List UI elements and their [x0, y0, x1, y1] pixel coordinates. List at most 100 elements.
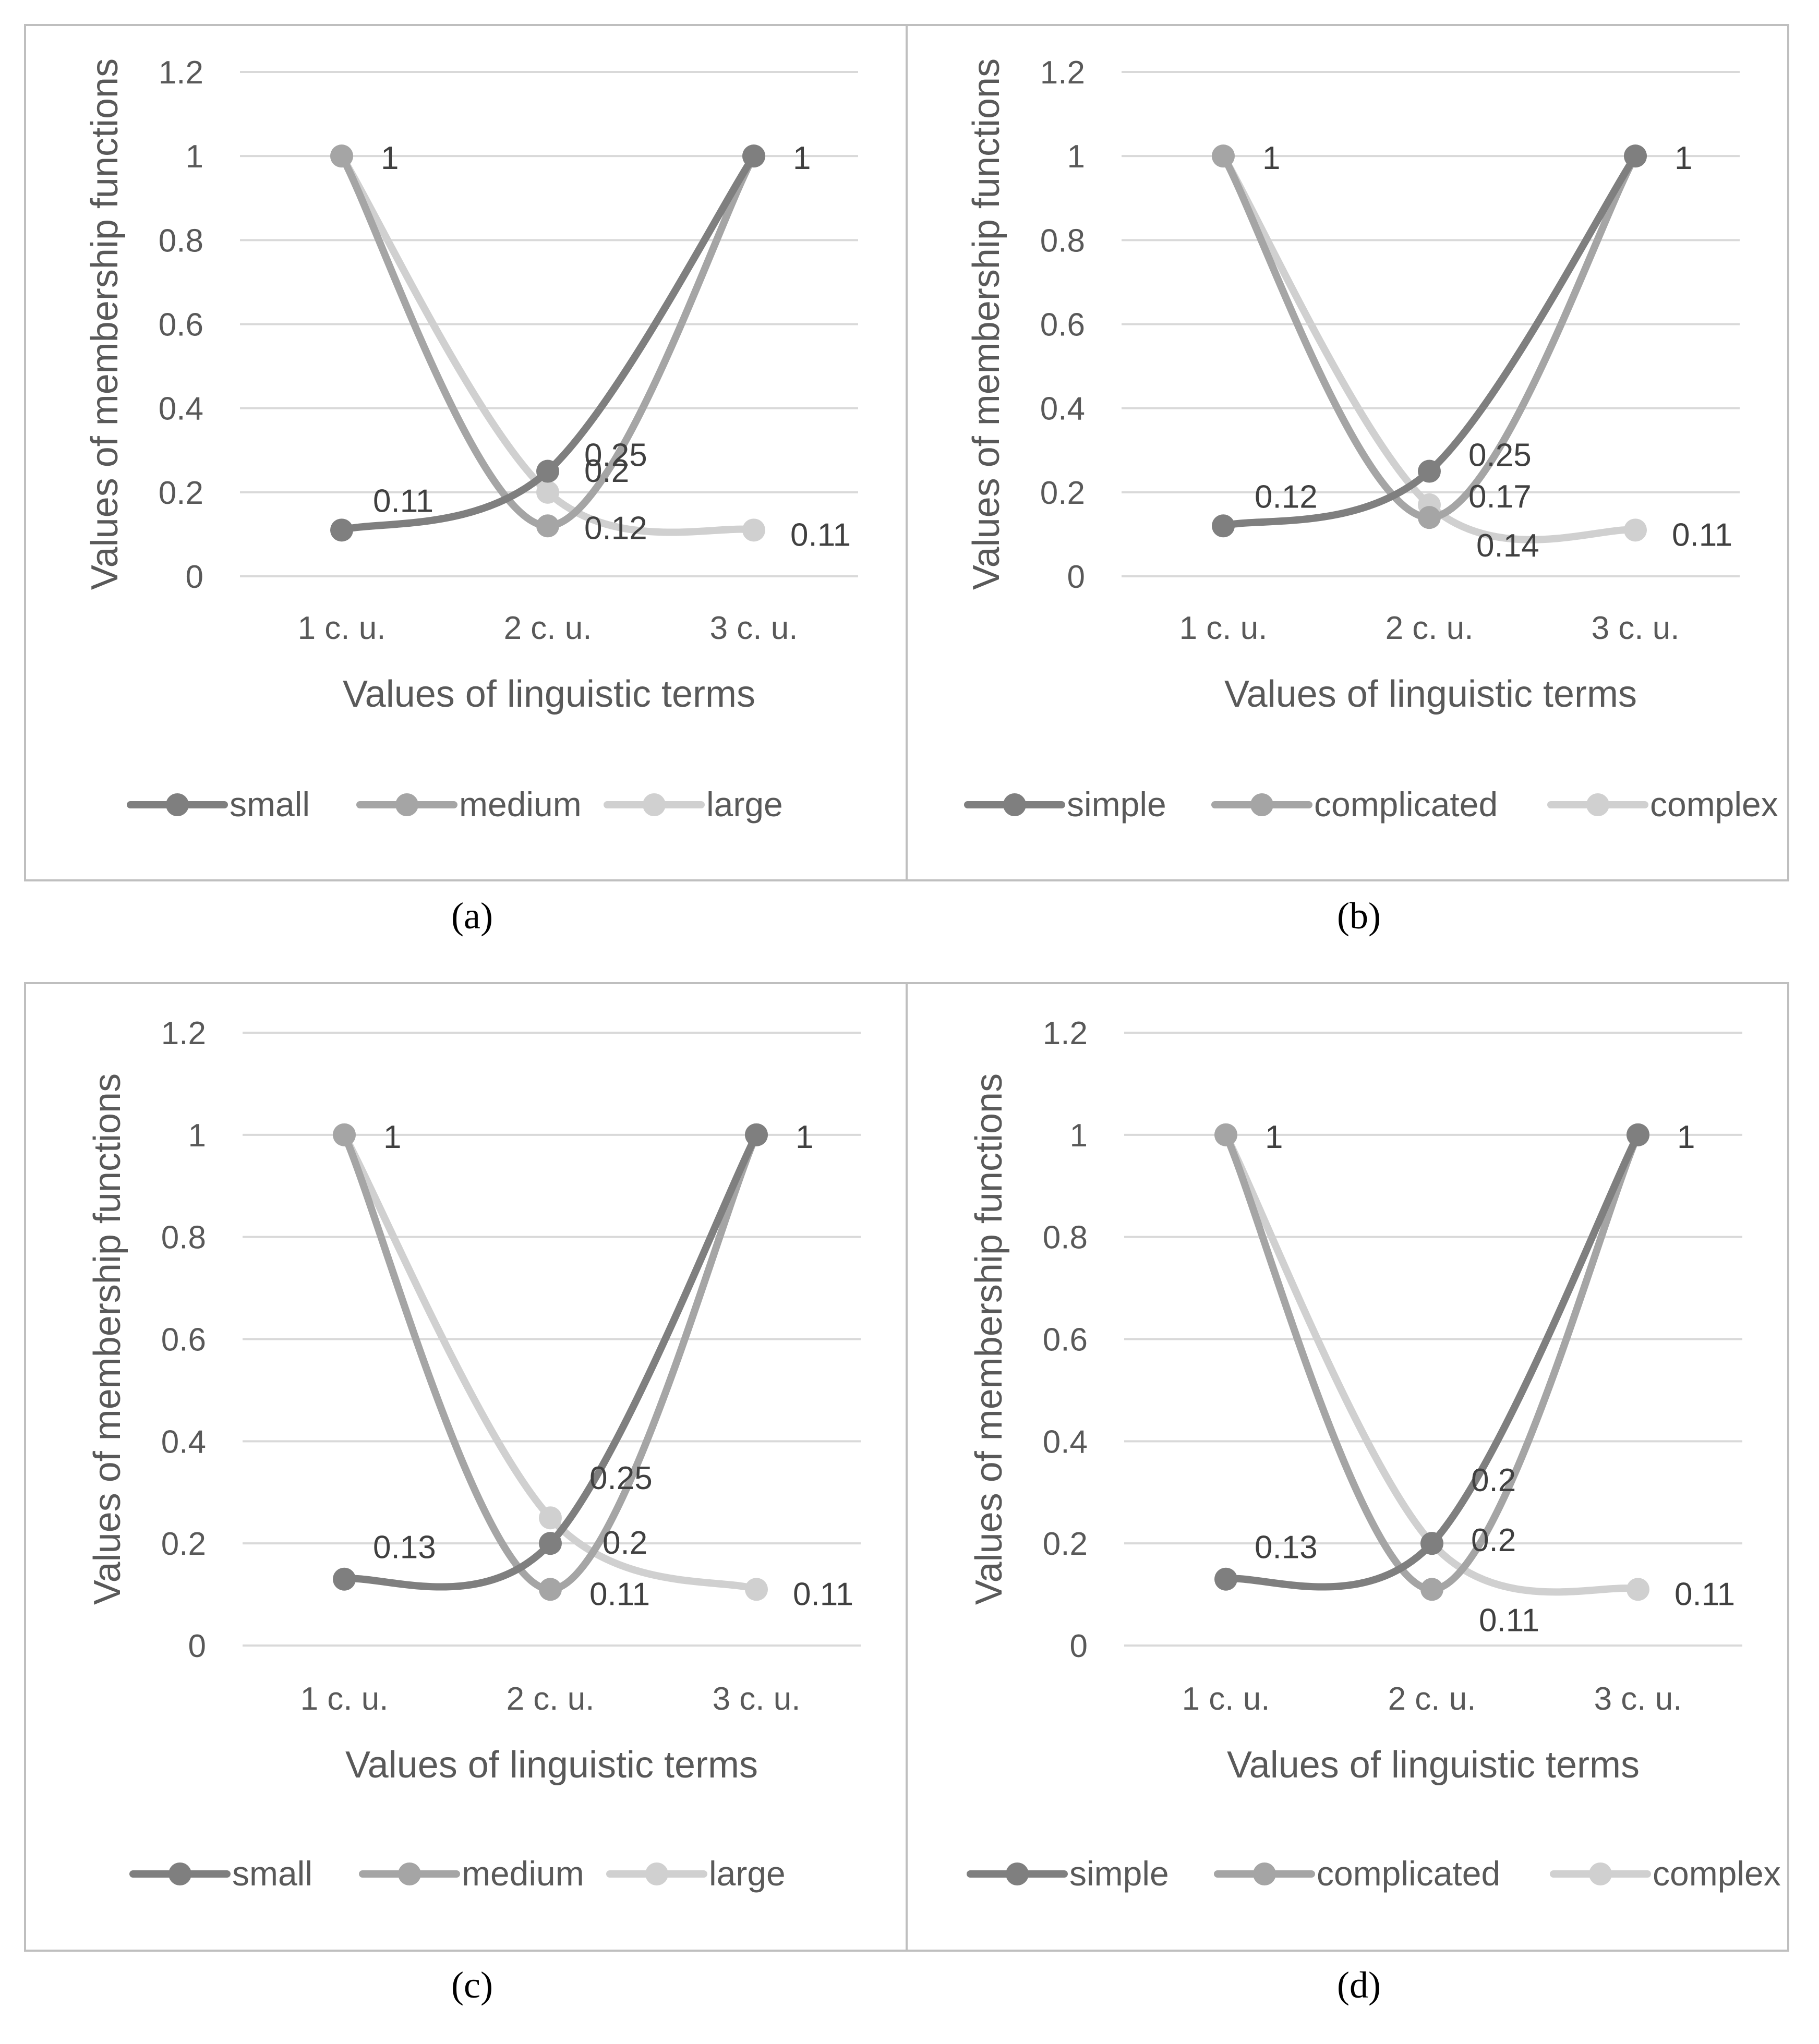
panel-caption: (c): [451, 1964, 493, 2006]
legend-marker-complicated: [1250, 793, 1273, 816]
legend-label-simple: simple: [1067, 785, 1166, 824]
data-point-small: [745, 1123, 768, 1146]
x-tick-label: 3 c. u.: [710, 610, 798, 646]
legend-marker-small: [168, 1862, 191, 1885]
x-axis-title: Values of linguistic terms: [1224, 673, 1637, 715]
data-point-complex: [1624, 518, 1647, 542]
y-axis-title: Values of membership functions: [87, 1073, 128, 1605]
chart-panel-c: 0 0.2 0.4 0.6 0.8 1 1.2 1 c. u. 2 c. u. 3 c. u. Va…: [24, 982, 908, 1952]
y-tick-label: 1: [188, 1118, 206, 1154]
y-tick-label: 1.2: [1043, 1015, 1088, 1051]
series-line-complex: [1222, 1131, 1642, 1596]
data-point-small: [742, 144, 765, 168]
legend-marker-complicated: [1253, 1862, 1276, 1885]
legend-label-medium: medium: [462, 1854, 584, 1893]
y-tick-label: 0.6: [159, 307, 203, 343]
x-axis-title: Values of linguistic terms: [345, 1744, 758, 1786]
data-point-small: [330, 518, 353, 542]
x-tick-label: 2 c. u.: [1386, 610, 1474, 646]
x-tick-label: 2 c. u.: [507, 1681, 595, 1717]
y-tick-label: 1.2: [1040, 55, 1085, 91]
data-point-medium: [330, 144, 353, 168]
y-tick-label: 0: [1070, 1628, 1088, 1664]
legend-marker-medium: [395, 793, 418, 816]
y-tick-label: 0.6: [1040, 307, 1085, 343]
legend-marker-large: [645, 1862, 668, 1885]
y-tick-label: 0.8: [1043, 1220, 1088, 1256]
x-tick-label: 1 c. u.: [1179, 610, 1268, 646]
y-tick-label: 1: [186, 139, 203, 175]
legend-label-complex: complex: [1653, 1854, 1781, 1893]
legend-label-small: small: [230, 785, 310, 824]
y-axis-title: Values of membership functions: [84, 58, 126, 590]
data-point-medium: [536, 514, 559, 538]
legend-marker-simple: [1006, 1862, 1029, 1885]
data-point-large: [536, 480, 559, 504]
y-tick-label: 0.2: [1040, 475, 1085, 511]
data-point-complicated: [1214, 1123, 1237, 1146]
x-axis-title: Values of linguistic terms: [1227, 1744, 1640, 1786]
data-label: 1: [1677, 1119, 1695, 1155]
data-point-large: [539, 1506, 562, 1530]
data-label: 1: [383, 1119, 401, 1155]
panel-frame: [906, 24, 1789, 881]
data-label: 0.11: [373, 483, 433, 519]
legend-label-complicated: complicated: [1317, 1854, 1500, 1893]
data-label: 0.11: [793, 1576, 853, 1612]
series-line-complicated: [1222, 1131, 1642, 1593]
series-line-large: [341, 1131, 760, 1593]
y-tick-label: 1.2: [161, 1015, 206, 1051]
legend-marker-large: [643, 793, 666, 816]
data-point-medium: [333, 1123, 356, 1146]
data-label: 0.12: [1255, 479, 1318, 515]
data-point-complicated: [1418, 506, 1441, 529]
y-tick-label: 0.6: [161, 1322, 206, 1358]
data-label: 0.25: [584, 438, 647, 474]
legend-label-simple: simple: [1069, 1854, 1169, 1893]
data-point-simple: [1420, 1532, 1443, 1555]
data-point-simple: [1627, 1123, 1649, 1146]
data-label: 0.25: [589, 1460, 653, 1496]
data-label: 1: [793, 140, 811, 176]
series-line-small: [338, 152, 757, 534]
data-point-complicated: [1420, 1578, 1443, 1601]
y-tick-label: 0.4: [1040, 391, 1085, 427]
y-tick-label: 0: [1067, 559, 1085, 595]
data-label: 0.2: [1471, 1522, 1516, 1558]
y-tick-label: 0.2: [1043, 1526, 1088, 1562]
data-point-simple: [1418, 459, 1441, 483]
data-label: 0.11: [790, 517, 851, 553]
panel-caption: (d): [1337, 1964, 1381, 2006]
x-tick-label: 3 c. u.: [713, 1681, 801, 1717]
legend-label-large: large: [709, 1854, 786, 1893]
data-label: 0.14: [1476, 528, 1539, 564]
y-tick-label: 0: [188, 1628, 206, 1664]
data-point-small: [539, 1532, 562, 1555]
chart-panel-a: 0 0.2 0.4 0.6 0.8 1 1.2 1 c. u. 2 c. u. 3 c. u. Va…: [24, 24, 908, 881]
y-tick-label: 0.4: [161, 1424, 206, 1460]
y-axis-title: Values of membership functions: [966, 58, 1007, 590]
series-line-small: [341, 1131, 760, 1591]
y-tick-label: 1: [1070, 1118, 1088, 1154]
y-axis-title: Values of membership functions: [968, 1073, 1010, 1605]
x-axis-title: Values of linguistic terms: [343, 673, 755, 715]
series-line-large: [338, 152, 757, 536]
x-tick-label: 1 c. u.: [298, 610, 386, 646]
x-tick-label: 2 c. u.: [1388, 1681, 1476, 1717]
data-point-complex: [1627, 1578, 1649, 1601]
y-tick-label: 0.6: [1043, 1322, 1088, 1358]
data-point-simple: [1214, 1567, 1237, 1591]
legend-marker-complex: [1586, 793, 1609, 816]
data-point-small: [536, 459, 559, 483]
data-label: 0.2: [584, 453, 629, 489]
data-label: 0.11: [1479, 1602, 1539, 1638]
legend-marker-medium: [398, 1862, 421, 1885]
legend-marker-complex: [1589, 1862, 1612, 1885]
data-label: 0.11: [1672, 517, 1732, 553]
data-label: 1: [381, 140, 399, 176]
x-tick-label: 1 c. u.: [300, 1681, 389, 1717]
panel-caption: (a): [451, 895, 493, 937]
y-tick-label: 0.2: [161, 1526, 206, 1562]
legend-marker-small: [166, 793, 189, 816]
